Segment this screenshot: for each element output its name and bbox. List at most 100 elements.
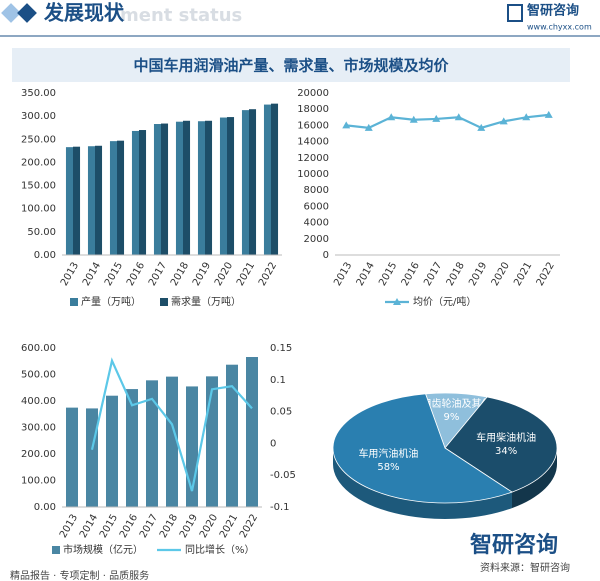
slice-value: 34% [495,446,517,457]
slogan: 精品报告 · 专项定制 · 品质服务 [10,569,149,581]
bar [65,147,73,255]
bar [166,376,178,507]
y-tick-label: 250.00 [21,134,56,145]
bar [175,121,183,255]
pie-side [333,448,512,519]
y-tick-label: 4000 [304,218,329,229]
y-tick-label: 0.15 [270,343,292,354]
slice-label: 车用柴油机油 [476,431,536,444]
bar [109,141,117,255]
y-tick-label: 0.00 [34,250,56,261]
pie-slice [332,393,513,504]
line [346,113,549,130]
legend-swatch [52,546,60,554]
y-tick-label: 14000 [297,137,329,148]
bar [197,121,205,255]
y-tick-label: 50.00 [27,227,56,238]
y-tick-label: 0.05 [270,407,292,418]
y-tick-label: 16000 [297,120,329,131]
faded-title: ment status [120,5,242,26]
y-tick-label: 200.00 [21,449,56,460]
marker [522,113,531,121]
bar [146,380,158,507]
bar [183,120,191,256]
source: 资料来源：智研咨询 [480,561,570,574]
y-tick-label: -0.1 [270,502,290,513]
marker [499,117,508,125]
legend-label: 需求量（万吨） [171,295,241,308]
y-tick-label: 12000 [297,153,329,164]
y-tick-label: 8000 [304,185,329,196]
marker [342,121,351,129]
bar [249,109,257,255]
bar [206,376,218,507]
slice-label: 车用汽油机油 [358,447,418,460]
marker [477,123,486,131]
icon [1,3,21,23]
y-tick-label: 6000 [304,201,329,212]
y-tick-label: 0 [270,438,276,449]
marker [544,110,553,118]
bar [241,110,249,255]
y-tick-label: 0 [323,250,329,261]
icon [17,3,37,23]
bar [205,120,213,256]
banner-title: 中国车用润滑油产量、需求量、市场规模及均价 [133,57,449,75]
legend-label: 同比增长（%） [185,543,255,556]
y-tick-label: 600.00 [21,343,56,354]
slice-value: 58% [377,462,399,473]
y-tick-label: 10000 [297,169,329,180]
bar [263,104,271,255]
logo: 智研咨询 [527,3,579,19]
bar [86,408,98,507]
section-title: 发展现状 [43,1,125,25]
y-tick-label: 300.00 [21,423,56,434]
bar [153,124,161,255]
bar [87,146,95,255]
y-tick-label: 200.00 [21,157,56,168]
y-tick-label: -0.05 [270,470,296,481]
marker [387,113,396,121]
legend-label: 均价（元/吨） [413,295,476,308]
marker [409,115,418,123]
footer-logo: 智研咨询 [470,532,558,558]
bar [131,130,139,255]
bar [66,407,78,507]
banner [12,48,570,82]
y-tick-label: 20000 [297,88,329,99]
y-tick-label: 18000 [297,104,329,115]
bar [95,145,103,255]
bar [117,140,125,255]
y-tick-label: 500.00 [21,370,56,381]
bar [161,123,169,255]
y-tick-label: 100.00 [21,476,56,487]
pie-slice [444,396,558,493]
logo-icon [507,4,523,22]
y-tick-label: 0.1 [270,375,286,386]
bar [246,357,258,507]
bar [126,389,138,507]
legend-marker [393,298,401,305]
legend-swatch [70,298,78,306]
y-tick-label: 400.00 [21,396,56,407]
legend-label: 市场规模（亿元） [63,543,143,556]
marker [454,113,463,121]
slice-value: 9% [444,412,460,423]
bar [219,117,227,255]
bar [227,117,235,255]
line [90,357,253,492]
y-tick-label: 350.00 [21,88,56,99]
slice-label: 车用齿轮油及其他 [411,397,491,410]
pie-side [511,448,557,509]
y-tick-label: 100.00 [21,204,56,215]
legend-swatch [160,298,168,306]
bar [139,130,147,255]
bar [73,146,81,255]
legend-label: 产量（万吨） [81,295,141,308]
bar [226,364,238,507]
bar [106,395,118,507]
marker [364,123,373,131]
url: www.chyxx.com [527,23,592,32]
marker [432,114,441,122]
